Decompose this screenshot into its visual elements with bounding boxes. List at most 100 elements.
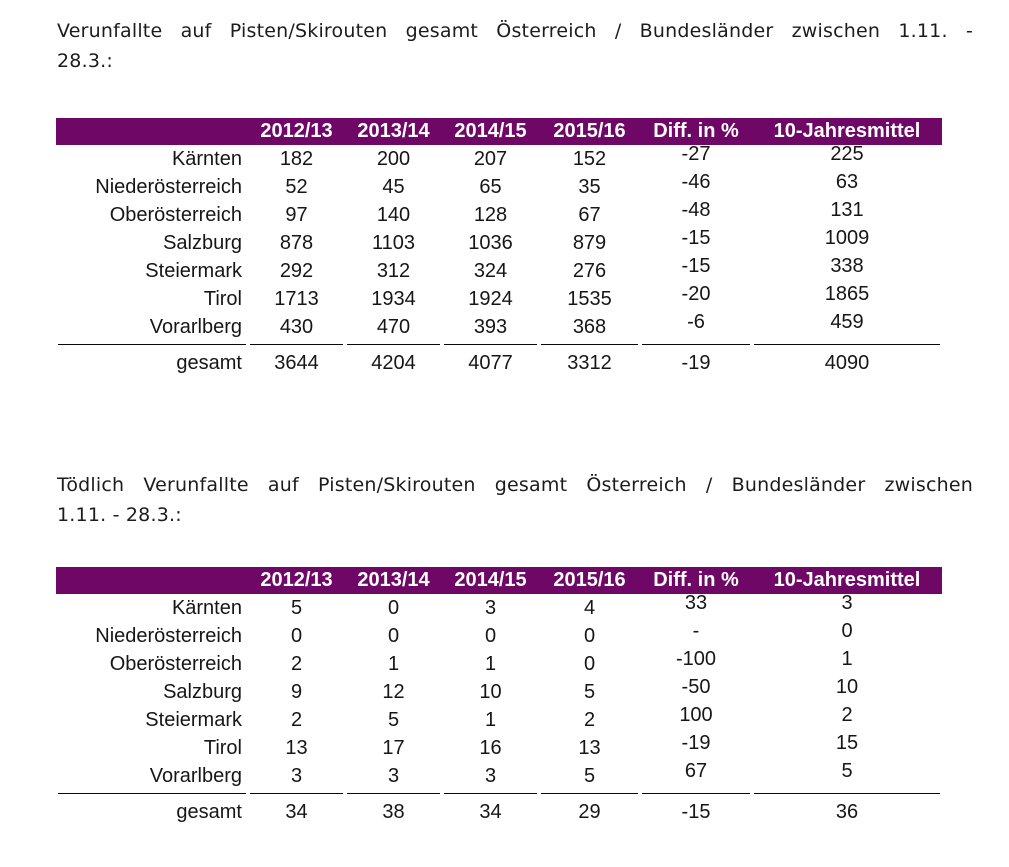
- cell-value: 140: [376, 204, 411, 226]
- cell-value: 97: [285, 204, 308, 226]
- cell-value: 1: [387, 653, 400, 675]
- cell-value: 3: [484, 765, 497, 787]
- cell-value: 128: [473, 204, 508, 226]
- row-label: Vorarlberg: [149, 316, 242, 338]
- cell-value: 393: [473, 316, 508, 338]
- table-row: Salzburg 878 1103 1036 879 -15 1009: [56, 227, 942, 257]
- column-header-2014-15: 2014/15: [454, 569, 527, 591]
- table-row: Salzburg 9 12 10 5 -50 10: [56, 676, 942, 706]
- cell-value: 131: [830, 199, 864, 221]
- cell-value: 0: [484, 625, 497, 647]
- cell-value: 0: [290, 625, 303, 647]
- cell-value: 430: [279, 316, 314, 338]
- column-header-10y-mean: 10-Jahresmittel: [773, 569, 921, 591]
- cell-value: 459: [830, 311, 864, 333]
- cell-value: -15: [681, 255, 711, 277]
- table1-title-line1: Verunfallte auf Pisten/Skirouten gesamt …: [57, 20, 973, 42]
- cell-value: 13: [285, 737, 308, 759]
- fatalities-table: 2012/13 2013/14 2014/15 2015/16 Diff. in…: [56, 567, 942, 827]
- cell-value: 0: [583, 653, 596, 675]
- cell-value: 2: [290, 653, 303, 675]
- cell-value: -19: [681, 732, 711, 754]
- cell-value: 276: [572, 260, 607, 282]
- total-row: gesamt 3644 4204 4077 3312 -19 4090: [56, 348, 942, 378]
- total-value: 36: [835, 801, 859, 823]
- cell-value: 312: [376, 260, 411, 282]
- column-header-2014-15: 2014/15: [454, 120, 527, 142]
- cell-value: 1: [841, 648, 853, 670]
- cell-value: 9: [290, 681, 303, 703]
- cell-value: 12: [382, 681, 405, 703]
- table2-title: Tödlich Verunfallte auf Pisten/Skirouten…: [57, 470, 973, 530]
- cell-value: 1: [484, 709, 497, 731]
- column-header-2012-13: 2012/13: [260, 569, 333, 591]
- total-value: -19: [681, 352, 711, 374]
- row-label: Niederösterreich: [95, 176, 242, 198]
- cell-value: 152: [572, 148, 607, 170]
- column-header-2015-16: 2015/16: [553, 569, 626, 591]
- cell-value: 1036: [468, 232, 513, 254]
- cell-value: 5: [583, 765, 596, 787]
- column-header-10y-mean: 10-Jahresmittel: [773, 120, 921, 142]
- cell-value: 3: [484, 597, 497, 619]
- table1-title-line2: 28.3.:: [57, 50, 113, 72]
- table-row: Tirol 1713 1934 1924 1535 -20 1865: [56, 283, 942, 313]
- cell-value: -27: [681, 143, 711, 165]
- table2-title-line1: Tödlich Verunfallte auf Pisten/Skirouten…: [57, 474, 973, 496]
- cell-value: 1924: [468, 288, 513, 310]
- row-label: Steiermark: [145, 260, 242, 282]
- total-value: 38: [382, 801, 405, 823]
- cell-value: -20: [681, 283, 711, 305]
- table2-header-row: 2012/13 2013/14 2014/15 2015/16 Diff. in…: [56, 567, 942, 594]
- cell-value: 35: [578, 176, 601, 198]
- cell-value: -46: [681, 171, 711, 193]
- total-value: 3644: [274, 352, 319, 374]
- cell-value: 45: [382, 176, 405, 198]
- cell-value: 5: [841, 760, 853, 782]
- cell-value: 3: [841, 592, 853, 614]
- cell-value: -15: [681, 227, 711, 249]
- total-value: 3312: [567, 352, 612, 374]
- table-row: Kärnten 182 200 207 152 -27 225: [56, 143, 942, 173]
- cell-value: -6: [687, 311, 705, 333]
- column-header-diff: Diff. in %: [653, 569, 739, 591]
- row-label: Vorarlberg: [149, 765, 242, 787]
- cell-value: 470: [376, 316, 411, 338]
- row-label: Tirol: [203, 288, 242, 310]
- table1-title: Verunfallte auf Pisten/Skirouten gesamt …: [57, 16, 973, 76]
- cell-value: 225: [830, 143, 864, 165]
- total-divider: [56, 790, 942, 797]
- total-value: 34: [285, 801, 308, 823]
- cell-value: 52: [285, 176, 308, 198]
- cell-value: 5: [290, 597, 303, 619]
- cell-value: 5: [387, 709, 400, 731]
- cell-value: -: [692, 620, 700, 642]
- accidents-table: 2012/13 2013/14 2014/15 2015/16 Diff. in…: [56, 118, 942, 378]
- cell-value: -48: [681, 199, 711, 221]
- cell-value: 16: [479, 737, 502, 759]
- cell-value: 33: [684, 592, 708, 614]
- cell-value: 1: [484, 653, 497, 675]
- cell-value: 65: [479, 176, 502, 198]
- cell-value: 67: [684, 760, 708, 782]
- row-label: Kärnten: [171, 597, 242, 619]
- cell-value: 63: [835, 171, 859, 193]
- cell-value: 1865: [824, 283, 870, 305]
- cell-value: 338: [830, 255, 864, 277]
- cell-value: 1009: [824, 227, 870, 249]
- total-value: 4090: [824, 352, 870, 374]
- row-label: Steiermark: [145, 709, 242, 731]
- cell-value: 878: [279, 232, 314, 254]
- total-label: gesamt: [176, 801, 242, 823]
- cell-value: 3: [290, 765, 303, 787]
- cell-value: 15: [835, 732, 859, 754]
- cell-value: 324: [473, 260, 508, 282]
- cell-value: 10: [835, 676, 859, 698]
- total-label: gesamt: [176, 352, 242, 374]
- cell-value: 67: [578, 204, 601, 226]
- cell-value: 13: [578, 737, 601, 759]
- cell-value: 5: [583, 681, 596, 703]
- cell-value: 200: [376, 148, 411, 170]
- cell-value: 0: [387, 597, 400, 619]
